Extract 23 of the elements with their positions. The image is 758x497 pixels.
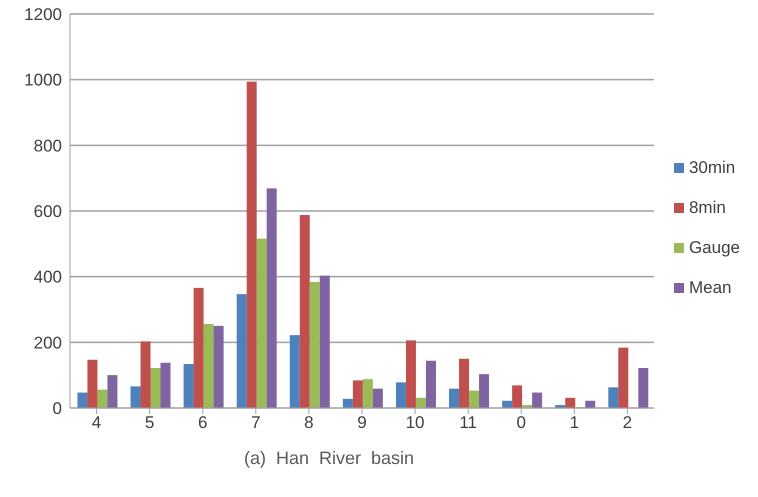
x-tick-label: 11 <box>459 413 477 432</box>
x-tick-label: 7 <box>251 413 261 432</box>
x-tick-label: 6 <box>198 413 208 432</box>
x-tick-label: 5 <box>144 413 154 432</box>
legend-label: 8min <box>688 198 727 218</box>
text: (a) Han River basin <box>242 448 416 469</box>
y-tick-label: 1000 <box>24 70 62 90</box>
x-tick-label: 0 <box>516 413 526 432</box>
legend-label: Mean <box>688 278 732 298</box>
y-tick-label: 200 <box>34 333 62 352</box>
legend-label: 30min <box>688 158 736 178</box>
y-tick-label: 0 <box>52 399 62 418</box>
x-tick-label: 1 <box>570 413 580 432</box>
x-tick-label: 10 <box>406 413 425 432</box>
legend-label: Gauge <box>688 238 740 258</box>
y-tick-label: 800 <box>34 136 62 156</box>
x-tick-label: 2 <box>622 413 632 432</box>
y-tick-label: 600 <box>34 202 62 222</box>
y-tick-label: 1200 <box>24 5 62 24</box>
x-tick-label: 9 <box>357 413 367 432</box>
y-tick-label: 400 <box>34 268 62 287</box>
x-tick-label: 4 <box>92 413 102 432</box>
x-tick-label: 8 <box>304 413 314 432</box>
